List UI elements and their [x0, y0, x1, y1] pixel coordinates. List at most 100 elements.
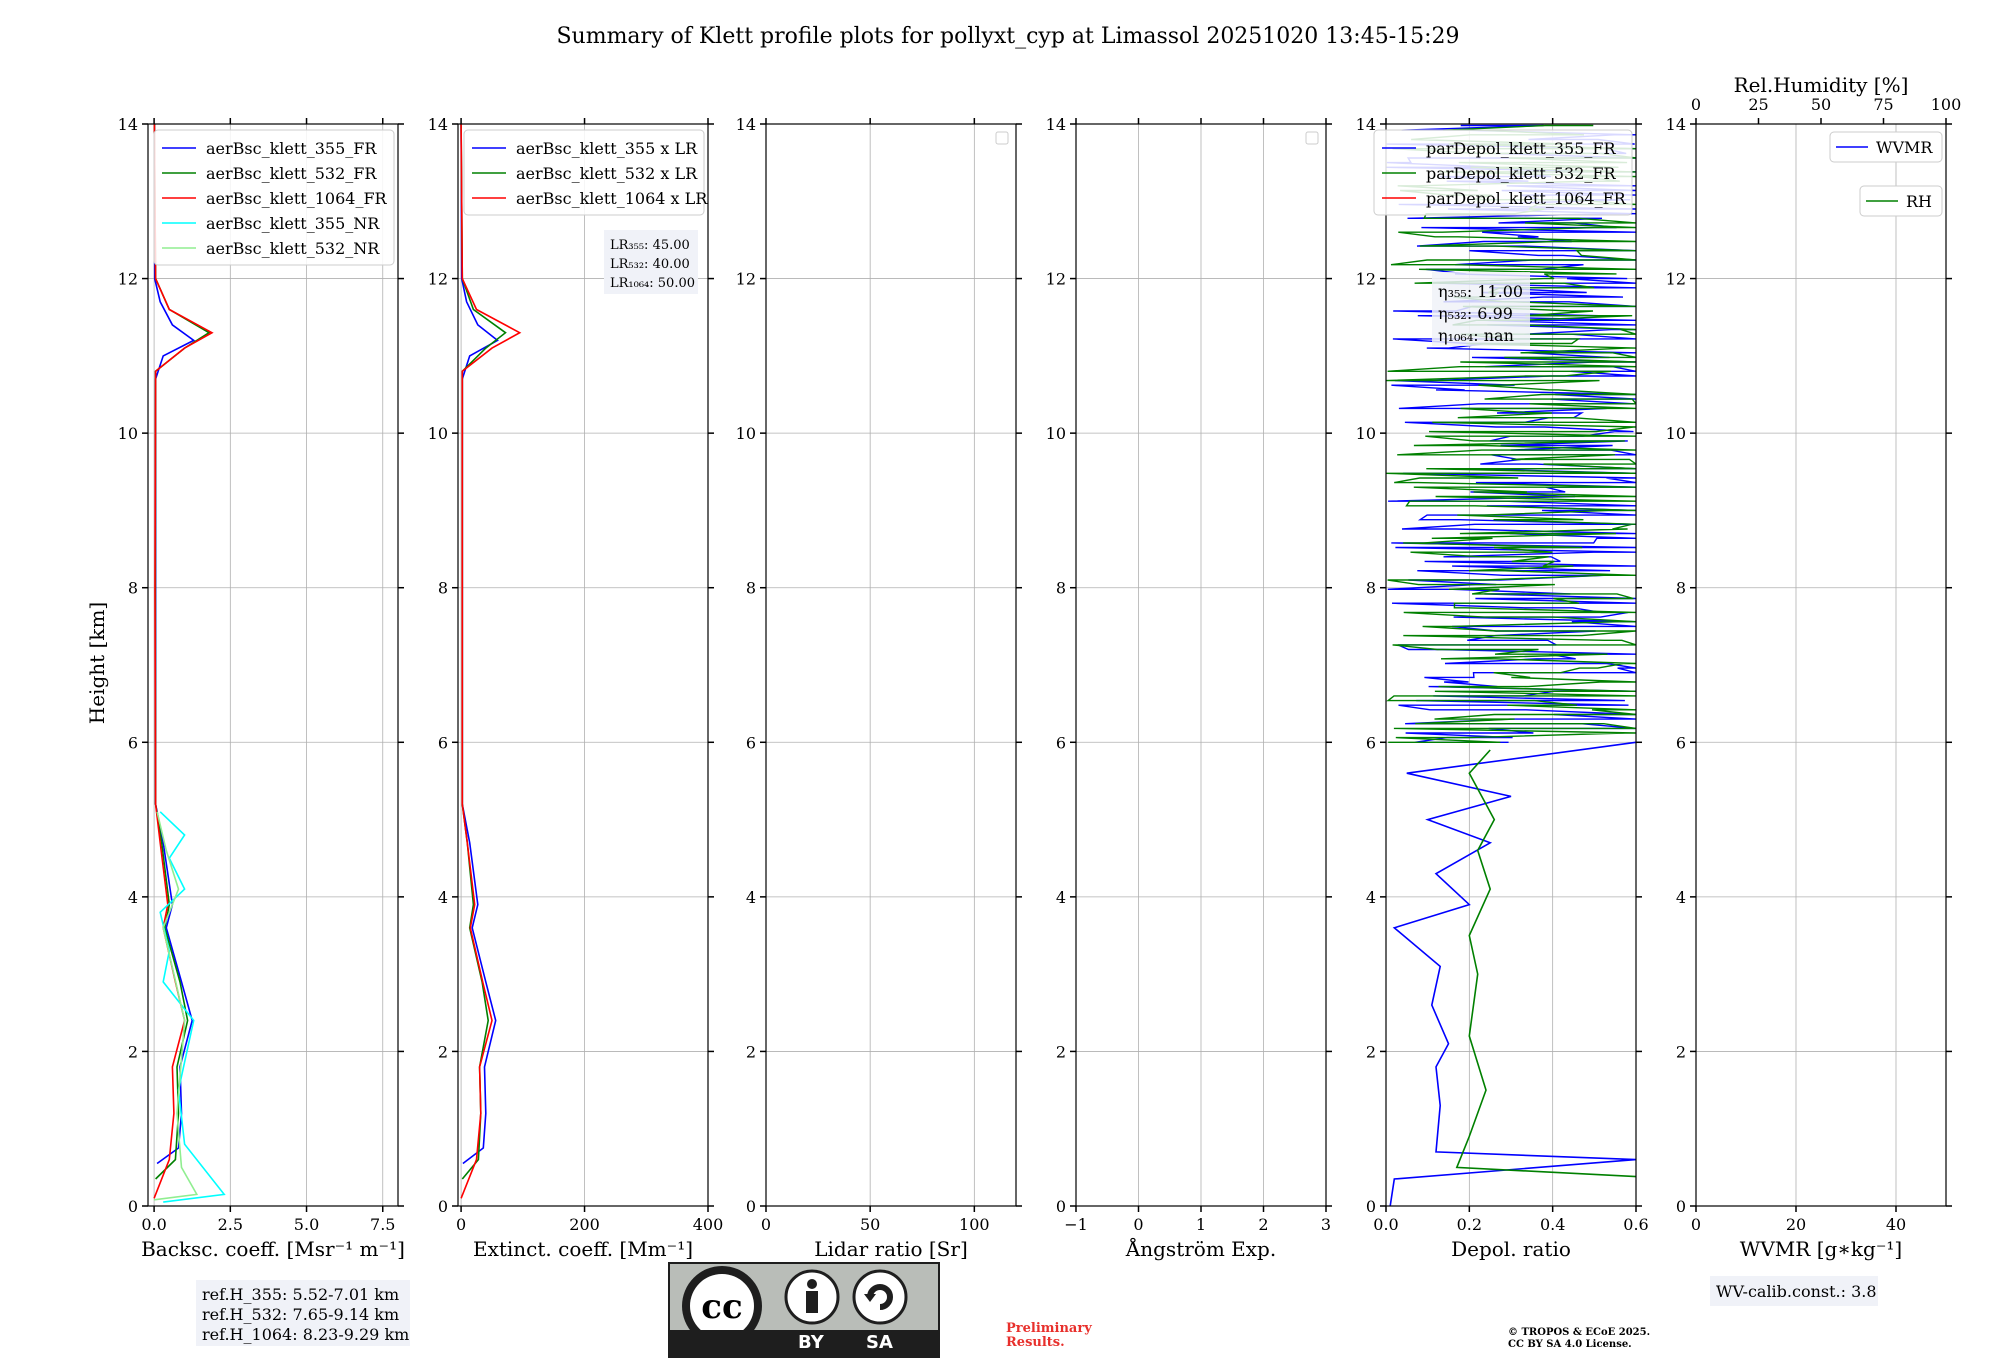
axis-frame — [1695, 123, 1947, 1207]
legend-box — [153, 129, 395, 266]
y-tick-label: 6 — [1366, 733, 1376, 752]
ref-height-box — [196, 1280, 410, 1346]
panel-3: 0 2 4 6 8 10 12 14 0 50 100 Lidar ratio [Sr] — [736, 115, 1022, 1261]
legend-entry: aerBsc_klett_532 x LR — [516, 164, 698, 183]
depol-ratio-text: η₅₃₂: 6.99 — [1438, 304, 1513, 323]
x-axis-label: Depol. ratio — [1451, 1237, 1571, 1261]
plot-area — [1386, 124, 1636, 1206]
svg-text:cc: cc — [701, 1287, 742, 1327]
x-tick-label: 400 — [693, 1215, 724, 1234]
legend-entry: aerBsc_klett_532_FR — [206, 164, 377, 183]
x-tick-label: 0.2 — [1457, 1215, 1482, 1234]
cc-license-badge: cc BY SA — [668, 1262, 940, 1358]
series-line — [153, 124, 211, 1180]
y-tick-label: 12 — [1666, 270, 1686, 289]
legend-entry: aerBsc_klett_355_NR — [206, 214, 380, 233]
y-tick-label: 0 — [128, 1197, 138, 1216]
lidar-ratio-text: LR₅₃₂: 40.00 — [610, 257, 690, 272]
legend-entry: aerBsc_klett_1064 x LR — [516, 189, 708, 208]
y-tick-label: 6 — [1676, 733, 1686, 752]
top-x-tick-label: 75 — [1873, 95, 1893, 114]
y-tick-label: 10 — [428, 424, 448, 443]
x-tick-label: 0 — [1133, 1215, 1143, 1234]
axis-frame — [765, 123, 1017, 1207]
y-tick-label: 2 — [1366, 1042, 1376, 1061]
y-tick-label: 4 — [746, 888, 756, 907]
y-tick-label: 14 — [1046, 115, 1066, 134]
series-line — [153, 811, 199, 1201]
panel-6: 0 2 4 6 8 10 12 14 0 20 40 WVMR [g∗kg⁻¹] 0 25 50 75 100 R… — [1666, 73, 1962, 1306]
cc-sa-label: SA — [866, 1332, 893, 1353]
lidar-ratio-text: LR₃₅₅: 45.00 — [610, 238, 690, 253]
top-x-tick-label: 25 — [1748, 95, 1768, 114]
x-tick-label: 50 — [860, 1215, 880, 1234]
x-tick-label: 0 — [761, 1215, 771, 1234]
top-x-tick-label: 100 — [1931, 95, 1962, 114]
legend-entry: RH — [1906, 192, 1932, 211]
depol-noise-blue — [1386, 124, 1636, 743]
top-x-axis-label: Rel.Humidity [%] — [1734, 73, 1909, 97]
y-tick-label: 12 — [428, 270, 448, 289]
cc-icon: cc — [682, 1266, 908, 1330]
y-tick-label: 14 — [428, 115, 448, 134]
x-tick-label: 0.0 — [1373, 1215, 1398, 1234]
x-tick-label: 0.6 — [1623, 1215, 1648, 1234]
ref-height-text: ref.H_532: 7.65-9.14 km — [202, 1305, 399, 1324]
x-tick-label: 0.0 — [141, 1215, 166, 1234]
y-tick-label: 2 — [438, 1042, 448, 1061]
y-tick-label: 8 — [128, 579, 138, 598]
series-line — [460, 124, 522, 1199]
y-tick-label: 0 — [438, 1197, 448, 1216]
y-tick-label: 12 — [118, 270, 138, 289]
x-axis-label: Lidar ratio [Sr] — [814, 1237, 968, 1261]
depol-ratio-text: η₃₅₅: 11.00 — [1438, 282, 1523, 301]
legend-entry: aerBsc_klett_1064_FR — [206, 189, 388, 208]
series-line — [159, 811, 226, 1203]
axis-frame — [147, 123, 399, 1207]
y-tick-label: 8 — [438, 579, 448, 598]
y-tick-label: 8 — [1056, 579, 1066, 598]
y-tick-label: 14 — [736, 115, 756, 134]
x-tick-label: 7.5 — [370, 1215, 395, 1234]
y-tick-label: 8 — [1676, 579, 1686, 598]
top-x-tick-label: 50 — [1811, 95, 1831, 114]
y-tick-label: 0 — [746, 1197, 756, 1216]
wv-calib-box — [1710, 1276, 1878, 1306]
axis-frame — [457, 123, 709, 1207]
y-tick-label: 10 — [736, 424, 756, 443]
lidar-ratio-text: LR₁₀₆₄: 50.00 — [610, 276, 695, 291]
y-tick-label: 2 — [1676, 1042, 1686, 1061]
legend-entry: aerBsc_klett_355 x LR — [516, 139, 698, 158]
legend-entry: aerBsc_klett_355_FR — [206, 139, 377, 158]
x-tick-label: 5.0 — [294, 1215, 319, 1234]
series-line — [460, 124, 499, 1165]
y-tick-label: 4 — [128, 888, 138, 907]
depol-ratio-text: η₁₀₆₄: nan — [1438, 326, 1514, 345]
empty-legend-box — [995, 131, 1009, 145]
y-tick-label: 10 — [118, 424, 138, 443]
plot-area — [460, 124, 522, 1199]
cc-by-label: BY — [798, 1332, 824, 1353]
y-tick-label: 10 — [1356, 424, 1376, 443]
y-tick-label: 8 — [1366, 579, 1376, 598]
y-tick-label: 6 — [438, 733, 448, 752]
axis-frame — [1385, 123, 1637, 1207]
x-tick-label: 2.5 — [218, 1215, 243, 1234]
y-tick-label: 6 — [746, 733, 756, 752]
y-tick-label: 2 — [128, 1042, 138, 1061]
x-tick-label: 200 — [569, 1215, 600, 1234]
y-tick-label: 4 — [1366, 888, 1376, 907]
x-tick-label: 2 — [1258, 1215, 1268, 1234]
empty-legend-box — [1305, 131, 1319, 145]
panel-5: 0 2 4 6 8 10 12 14 0.0 0.2 0.4 0.6 Depol. ratio parDe… — [1356, 115, 1649, 1261]
y-tick-label: 6 — [1056, 733, 1066, 752]
legend-entry: WVMR — [1876, 138, 1933, 157]
x-axis-label: Backsc. coeff. [Msr⁻¹ m⁻¹] — [141, 1237, 405, 1261]
y-tick-label: 10 — [1046, 424, 1066, 443]
y-tick-label: 4 — [438, 888, 448, 907]
wv-calib-text: WV-calib.const.: 3.8 — [1716, 1282, 1877, 1301]
y-tick-label: 12 — [1046, 270, 1066, 289]
